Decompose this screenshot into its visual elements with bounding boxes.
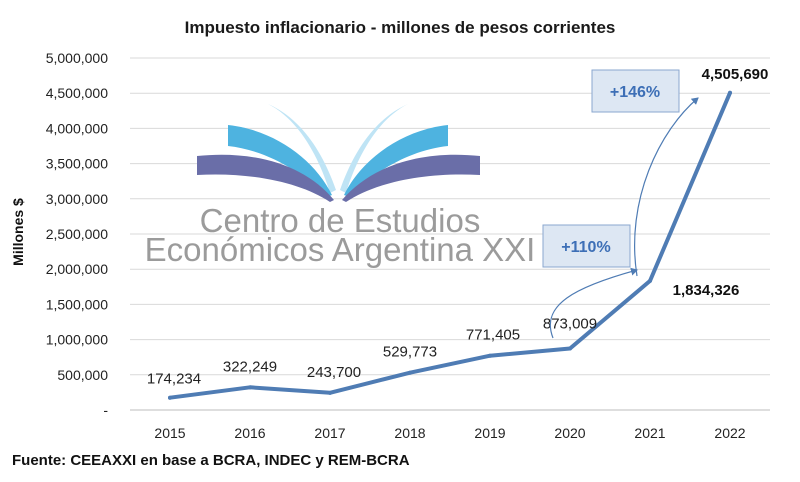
logo-light-fan-left (268, 104, 336, 193)
chart: Impuesto inflacionario - millones de pes… (10, 18, 770, 441)
x-tick-label: 2015 (154, 425, 185, 441)
data-point-2021 (648, 278, 652, 283)
data-point-2019 (488, 353, 492, 358)
y-tick-label: 500,000 (57, 367, 108, 383)
y-tick-label: 4,500,000 (46, 85, 108, 101)
data-label-2019: 771,405 (466, 327, 520, 344)
y-tick-label: - (103, 402, 108, 418)
data-label-2016: 322,249 (223, 358, 277, 375)
callout-box-110 (542, 224, 631, 268)
x-tick-labels: 2015 2016 2017 2018 2019 2020 2021 2022 (154, 425, 745, 441)
data-point-2020 (568, 346, 572, 351)
watermark-logo: Centro de Estudios Económicos Argentina … (145, 104, 536, 268)
y-tick-label: 1,500,000 (46, 296, 108, 312)
chart-title: Impuesto inflacionario - millones de pes… (185, 18, 616, 37)
x-tick-label: 2021 (634, 425, 665, 441)
y-tick-label: 5,000,000 (46, 50, 108, 66)
data-label-2020: 873,009 (543, 316, 597, 333)
data-point-2015 (168, 395, 172, 400)
x-tick-label: 2022 (714, 425, 745, 441)
series-line (168, 90, 732, 400)
source-note: Fuente: CEEAXXI en base a BCRA, INDEC y … (12, 452, 410, 469)
y-tick-label: 2,500,000 (46, 226, 108, 242)
y-tick-label: 1,000,000 (46, 332, 108, 348)
logo-mid-fan-left (228, 125, 332, 197)
data-point-2018 (408, 370, 412, 375)
data-points (168, 90, 732, 400)
data-point-2017 (328, 390, 332, 395)
logo-light-fan-right (340, 104, 408, 193)
y-axis-label: Millones $ (10, 198, 26, 266)
x-tick-label: 2019 (474, 425, 505, 441)
y-tick-label: 2,000,000 (46, 261, 108, 277)
data-point-2016 (248, 385, 252, 390)
callout-146-text: +146% (610, 84, 660, 101)
x-tick-label: 2018 (394, 425, 425, 441)
watermark-line-1: Centro de Estudios (200, 202, 481, 239)
data-label-2015: 174,234 (147, 371, 201, 388)
y-tick-label: 4,000,000 (46, 120, 108, 136)
x-tick-label: 2016 (234, 425, 265, 441)
arrow-146 (634, 97, 699, 277)
data-label-2022: 4,505,690 (702, 66, 769, 83)
data-label-2018: 529,773 (383, 344, 437, 361)
logo-mid-fan-right (344, 125, 448, 197)
x-tick-label: 2017 (314, 425, 345, 441)
arrow-110 (549, 267, 638, 339)
y-tick-labels: - 500,000 1,000,000 1,500,000 2,000,000 2,500… (46, 50, 109, 418)
x-tick-label: 2020 (554, 425, 585, 441)
y-tick-label: 3,000,000 (46, 191, 108, 207)
data-point-2022 (728, 90, 732, 95)
data-label-2021: 1,834,326 (673, 282, 740, 299)
callout-box-146 (591, 69, 680, 113)
watermark-line-2: Económicos Argentina XXI (145, 231, 536, 268)
logo-dark-wing-right (342, 154, 480, 202)
y-tick-label: 3,500,000 (46, 156, 108, 172)
data-labels: 174,234 322,249 243,700 529,773 771,405 873,0… (147, 66, 768, 388)
data-label-2017: 243,700 (307, 364, 361, 381)
logo-dark-wing-left (197, 154, 334, 202)
callout-110-text: +110% (561, 239, 610, 256)
